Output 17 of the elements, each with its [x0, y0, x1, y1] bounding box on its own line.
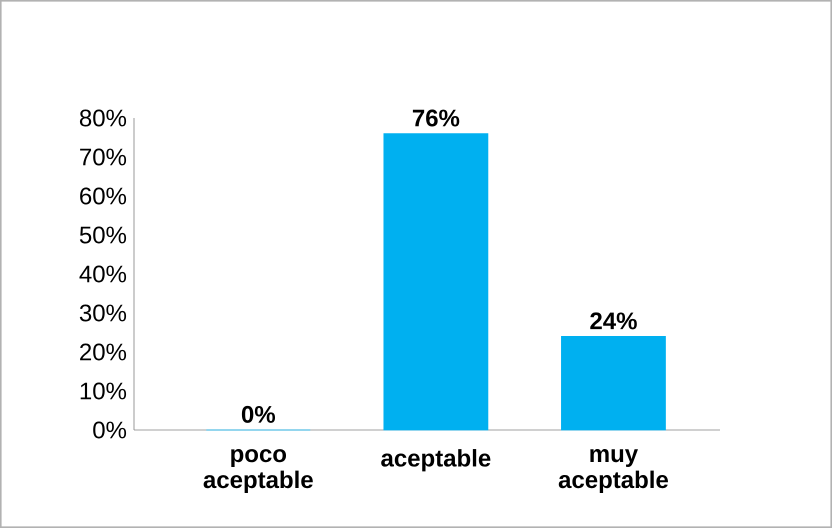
bar: [561, 336, 666, 430]
y-tick-label: 30%: [80, 304, 126, 322]
y-tick-label: 70%: [80, 148, 126, 166]
data-label: 24%: [590, 312, 637, 330]
data-label: 0%: [242, 406, 276, 423]
y-tick-label: 10%: [80, 382, 126, 400]
data-label: 76%: [412, 110, 460, 127]
y-tick-label: 80%: [80, 110, 126, 126]
y-tick-label: 60%: [80, 188, 126, 204]
bar: [383, 133, 488, 430]
y-tick-label: 20%: [80, 344, 126, 360]
y-tick-label: 0%: [93, 421, 126, 438]
x-tick-label: poco aceptable: [204, 449, 313, 493]
y-tick-label: 50%: [80, 226, 126, 244]
x-tick-label: muy aceptable: [558, 449, 668, 493]
y-tick-label: 40%: [79, 266, 126, 282]
x-tick-label: aceptable: [381, 449, 490, 472]
